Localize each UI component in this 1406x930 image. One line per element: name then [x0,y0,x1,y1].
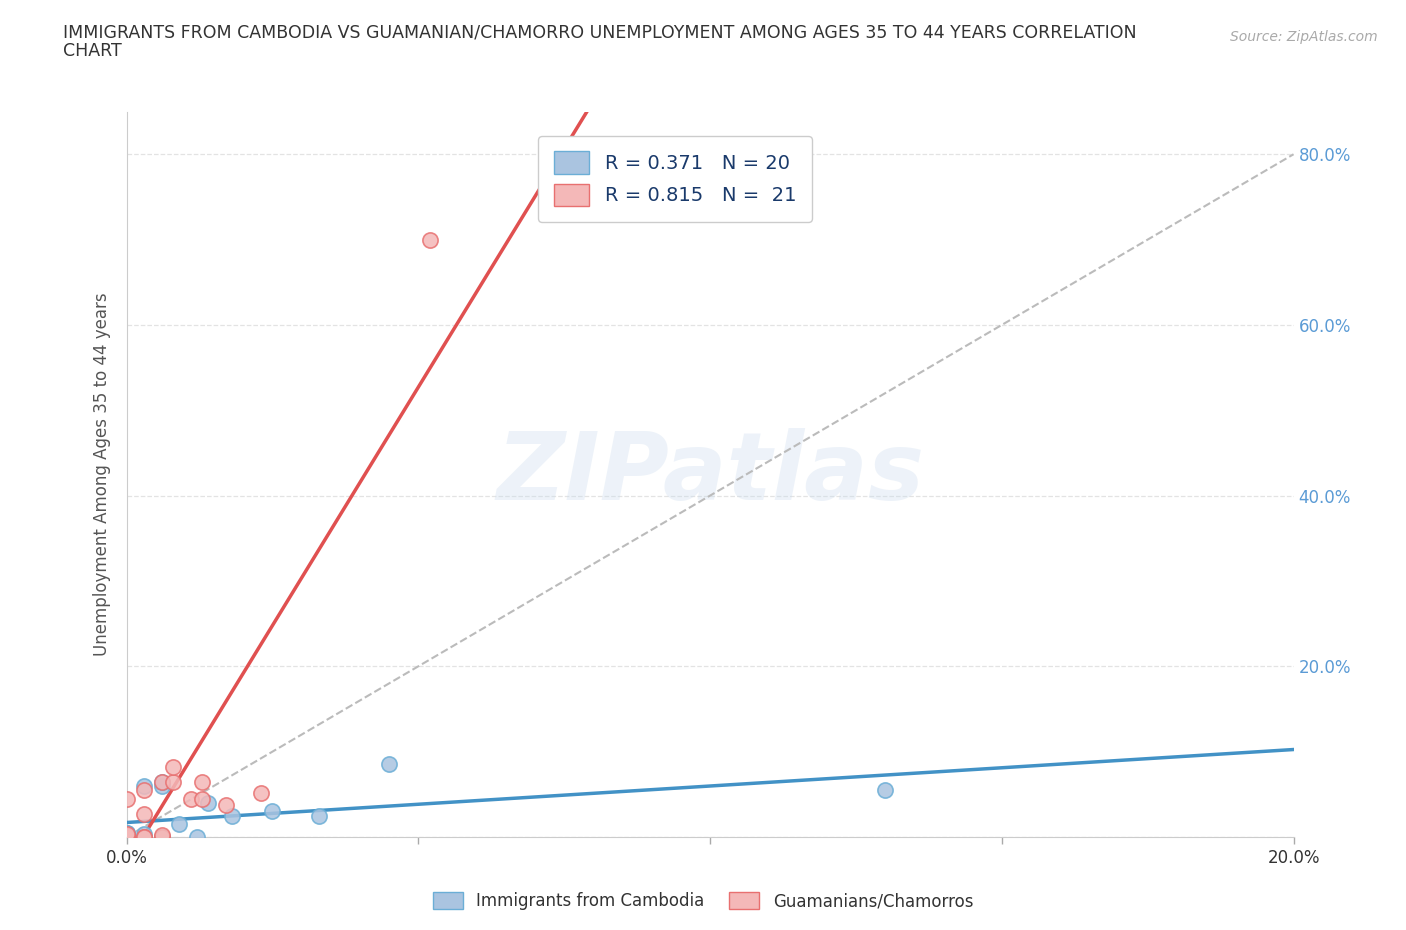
Point [132,783,155,798]
Point [150,830,173,844]
Point [132,806,155,821]
Point [132,830,155,844]
Point [115,830,138,844]
Point [875,783,897,798]
Point [186,830,208,844]
Point [132,830,155,844]
Text: CHART: CHART [63,42,122,60]
Point [150,774,173,789]
Point [150,830,173,844]
Point [191,774,214,789]
Point [419,232,441,247]
Point [115,825,138,840]
Point [167,817,190,831]
Point [378,757,401,772]
Point [115,828,138,843]
Point [115,826,138,841]
Point [115,791,138,806]
Text: IMMIGRANTS FROM CAMBODIA VS GUAMANIAN/CHAMORRO UNEMPLOYMENT AMONG AGES 35 TO 44 : IMMIGRANTS FROM CAMBODIA VS GUAMANIAN/CH… [63,23,1137,41]
Point [215,797,238,812]
Point [115,830,138,844]
Point [115,830,138,844]
Text: ZIPatlas: ZIPatlas [496,429,924,520]
Point [132,827,155,842]
Point [180,791,202,806]
Legend: Immigrants from Cambodia, Guamanians/Chamorros: Immigrants from Cambodia, Guamanians/Cha… [426,885,980,917]
Text: Source: ZipAtlas.com: Source: ZipAtlas.com [1230,30,1378,44]
Point [191,791,214,806]
Point [249,785,271,800]
Point [115,827,138,842]
Point [132,778,155,793]
Point [162,760,184,775]
Point [308,808,330,823]
Point [150,774,173,789]
Point [150,830,173,844]
Point [115,830,138,844]
Legend: R = 0.371   N = 20, R = 0.815   N =  21: R = 0.371 N = 20, R = 0.815 N = 21 [538,136,811,221]
Point [162,774,184,789]
Point [197,795,219,810]
Point [150,828,173,843]
Point [132,830,155,844]
Point [221,808,243,823]
Y-axis label: Unemployment Among Ages 35 to 44 years: Unemployment Among Ages 35 to 44 years [93,293,111,656]
Point [262,804,284,818]
Point [150,778,173,793]
Point [115,830,138,844]
Point [115,825,138,840]
